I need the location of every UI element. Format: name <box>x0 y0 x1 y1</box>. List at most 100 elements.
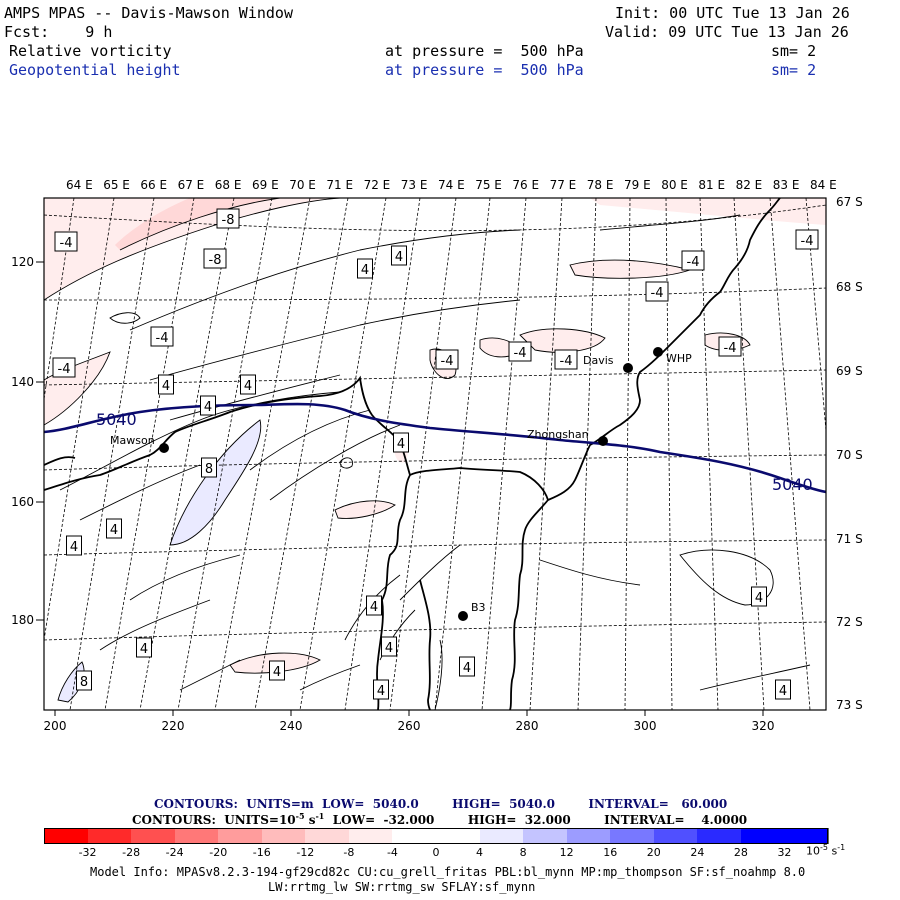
longitude-label: 74 E <box>438 178 465 192</box>
colorbar-tick-label: 32 <box>777 846 792 859</box>
contours-height-info: CONTOURS: UNITS=m LOW= 5040.0 HIGH= 5040… <box>154 797 728 811</box>
latitude-label: 68 S <box>836 280 863 294</box>
vorticity-label: 4 <box>385 641 393 656</box>
vorticity-contours <box>44 198 811 710</box>
vorticity-label-box <box>391 245 407 266</box>
vorticity-label: -8 <box>222 213 235 228</box>
longitude-label: 78 E <box>587 178 614 192</box>
longitude-label: 72 E <box>364 178 391 192</box>
latitude-label: 69 S <box>836 364 863 378</box>
station-label-b3: B3 <box>471 601 486 614</box>
contours-vorticity-info: CONTOURS: UNITS=10-5 s-1 LOW= -32.000 HI… <box>132 811 747 827</box>
field2-smooth: sm= 2 <box>771 61 817 79</box>
vorticity-label-box <box>775 679 791 700</box>
longitude-label: 75 E <box>475 178 502 192</box>
vorticity-label-box <box>200 395 216 416</box>
vorticity-label-box <box>795 229 819 250</box>
vorticity-label-box <box>459 656 475 677</box>
stations: Mawson Zhongshan Davis WHP B3 <box>110 347 692 621</box>
vorticity-label-box <box>158 374 174 395</box>
vorticity-label-box <box>751 586 767 607</box>
x-tick-label: 300 <box>634 719 657 733</box>
longitude-label: 71 E <box>326 178 353 192</box>
vorticity-label-box <box>645 281 669 302</box>
colorbar-tick-label: -4 <box>386 846 398 859</box>
vort-shade-neg <box>115 198 280 250</box>
x-tick-label: 200 <box>44 719 67 733</box>
colorbar-tick-label: 0 <box>432 846 440 859</box>
station-label-whp: WHP <box>666 352 692 365</box>
longitude-label: 82 E <box>736 178 763 192</box>
station-marker-b3 <box>458 611 468 621</box>
map-frame <box>43 197 827 711</box>
vorticity-label: 4 <box>140 642 148 657</box>
vorticity-label-box <box>718 336 742 357</box>
y-tick-label: 120 <box>11 255 34 269</box>
vorticity-label-box <box>203 248 227 269</box>
y-axis-labels: 120 140 160 180 <box>11 255 34 627</box>
field1-smooth: sm= 2 <box>771 42 817 60</box>
units-seconds: s <box>827 844 838 858</box>
vorticity-label-box <box>54 231 78 252</box>
vorticity-label-box <box>106 518 122 539</box>
vort-shade-neg <box>44 198 340 300</box>
longitude-label: 65 E <box>103 178 130 192</box>
colorbar-tick-label: -16 <box>252 846 271 859</box>
vorticity-label: 4 <box>204 400 212 415</box>
vorticity-label: -4 <box>60 236 73 251</box>
vorticity-label: -4 <box>687 255 700 270</box>
y-tick-label: 180 <box>11 613 34 627</box>
units-exponent: -1 <box>837 843 846 852</box>
vorticity-label: -8 <box>209 253 222 268</box>
colorbar-units: 10-5 s-1 <box>806 843 845 858</box>
field1-name: Relative vorticity <box>9 42 172 60</box>
units-base: 10 <box>806 844 820 858</box>
latitude-label: 67 S <box>836 195 863 209</box>
colorbar-tick-label: -8 <box>343 846 355 859</box>
vorticity-label: 4 <box>162 379 170 394</box>
station-marker-whp <box>653 347 663 357</box>
x-tick-label: 320 <box>752 719 775 733</box>
vorticity-label: 4 <box>397 437 405 452</box>
colorbar-tick-label: -24 <box>165 846 184 859</box>
vorticity-label-box <box>269 660 285 681</box>
latitude-label: 70 S <box>836 448 863 462</box>
vorticity-label: 8 <box>80 675 88 690</box>
x-tick-label: 260 <box>398 719 421 733</box>
vorticity-label: 4 <box>779 684 787 699</box>
vorticity-label: 4 <box>377 684 385 699</box>
contours-range: LOW= -32.000 HIGH= 32.000 INTERVAL= 4.00… <box>324 813 748 827</box>
station-marker-mawson <box>159 443 169 453</box>
station-label-mawson: Mawson <box>110 434 155 447</box>
latitude-label: 72 S <box>836 615 863 629</box>
longitude-label: 76 E <box>512 178 539 192</box>
field2-name: Geopotential height <box>9 61 181 79</box>
height-label: 5040 <box>96 410 137 429</box>
y-tick-label: 160 <box>11 495 34 509</box>
longitude-label-row: 64 E 65 E 66 E 67 E 68 E 69 E 70 E 71 E 72 E 73 E… <box>66 178 837 192</box>
longitude-label: 73 E <box>401 178 428 192</box>
vorticity-label: 4 <box>110 523 118 538</box>
vorticity-label: -4 <box>801 234 814 249</box>
units-exponent: -1 <box>315 811 325 821</box>
colorbar-cell <box>784 828 829 844</box>
x-tick-label: 240 <box>280 719 303 733</box>
vorticity-label: -4 <box>651 286 664 301</box>
colorbar-tick-label: 4 <box>476 846 484 859</box>
vorticity-label-box <box>366 595 382 616</box>
vorticity-label-box <box>554 349 578 370</box>
latitude-label: 71 S <box>836 532 863 546</box>
vorticity-label-box <box>136 637 152 658</box>
vorticity-label: -4 <box>724 341 737 356</box>
vorticity-label-box <box>681 250 705 271</box>
colorbar-tick-label: -32 <box>78 846 97 859</box>
longitude-label: 80 E <box>661 178 688 192</box>
vort-shade-neg <box>570 260 690 279</box>
vort-shade-neg <box>335 500 395 519</box>
vorticity-label-box <box>373 679 389 700</box>
longitude-lines <box>44 198 826 710</box>
vorticity-label-box <box>66 535 82 556</box>
contours-units-label: CONTOURS: UNITS=10 <box>132 813 296 827</box>
vorticity-label-box <box>216 208 240 229</box>
